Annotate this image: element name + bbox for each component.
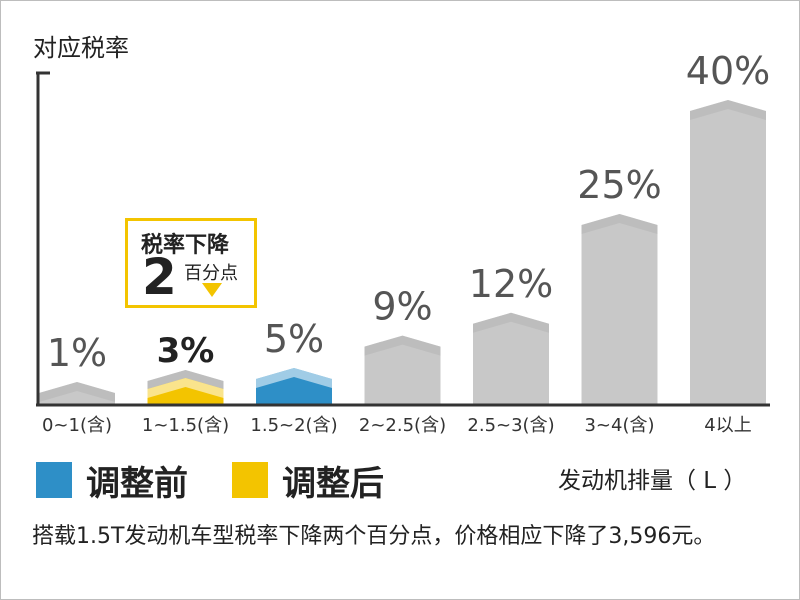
rate-drop-callout: 税率下降 2 百分点: [125, 218, 257, 308]
callout-down-arrow-icon: [202, 283, 222, 297]
bar-4-shade: [473, 312, 549, 333]
bar-previous-1-shade: [147, 370, 224, 390]
bar-3: [364, 335, 441, 404]
x-axis-title: 发动机排量（ L ）: [558, 468, 747, 494]
bar-0-shade: [39, 382, 115, 402]
legend-label-after: 调整后: [282, 463, 384, 504]
category-label-1: 1~1.5(含): [142, 415, 229, 436]
callout-number: 2: [142, 248, 177, 306]
legend: 调整前 调整后: [36, 458, 428, 504]
y-axis-title: 对应税率: [33, 34, 129, 62]
value-label-1: 3%: [157, 331, 215, 371]
caption-text: 搭载1.5T发动机车型税率下降两个百分点，价格相应下降了3,596元。: [32, 524, 716, 549]
bar-6: [690, 100, 766, 404]
bar-5-shade: [581, 214, 658, 234]
callout-unit: 百分点: [184, 263, 238, 284]
bar-4: [473, 312, 549, 404]
category-label-0: 0~1(含): [42, 415, 112, 436]
bar-5: [581, 214, 658, 404]
category-label-5: 3~4(含): [584, 415, 654, 436]
bar-6-shade: [690, 100, 766, 120]
value-label-0: 1%: [47, 331, 107, 375]
bar-3-shade: [364, 335, 441, 356]
value-label-4: 12%: [469, 262, 553, 306]
category-label-2: 1.5~2(含): [250, 415, 337, 436]
value-label-5: 25%: [577, 163, 661, 207]
callout-title: 税率下降: [141, 233, 230, 258]
bar-2-shade: [256, 368, 332, 388]
value-label-3: 9%: [372, 285, 432, 329]
legend-label-before: 调整前: [86, 463, 188, 504]
value-label-6: 40%: [686, 49, 770, 93]
category-label-3: 2~2.5(含): [359, 415, 446, 436]
category-label-6: 4以上: [704, 415, 751, 436]
legend-swatch-after: [232, 462, 268, 498]
value-label-2: 5%: [264, 317, 324, 361]
category-label-4: 2.5~3(含): [467, 415, 554, 436]
bar-1-shade: [147, 378, 224, 398]
legend-swatch-before: [36, 462, 72, 498]
